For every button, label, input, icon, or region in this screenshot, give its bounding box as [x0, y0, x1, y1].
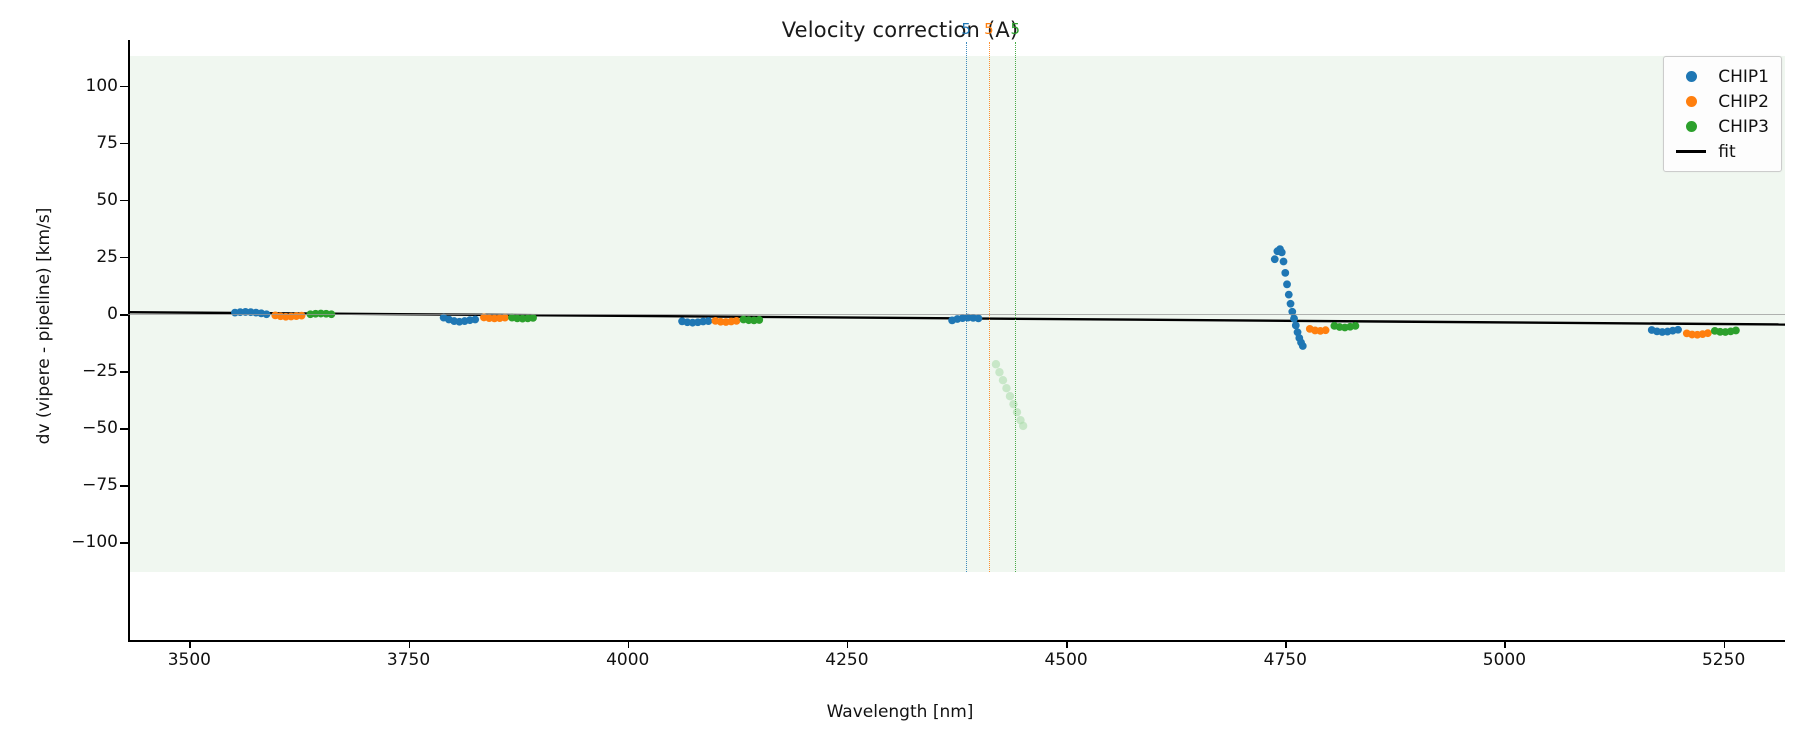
legend-dot-icon: [1674, 121, 1708, 132]
data-point: [991, 360, 1001, 369]
data-point: [529, 313, 537, 322]
series-chip3: [306, 309, 1740, 336]
axis-spine-bottom: [128, 640, 1785, 642]
x-tick-mark: [408, 640, 411, 648]
data-point: [1298, 342, 1307, 350]
data-point: [471, 315, 480, 324]
legend-label: CHIP1: [1718, 66, 1769, 87]
vertical-marker-label: 5: [961, 20, 971, 38]
data-point: [974, 314, 983, 323]
data-point: [704, 317, 713, 325]
y-tick-mark: [120, 314, 128, 316]
data-point: [1288, 307, 1297, 316]
data-point: [1286, 299, 1295, 308]
legend-dot-icon: [1674, 71, 1708, 82]
y-tick-mark: [120, 199, 128, 202]
x-tick-mark: [627, 640, 630, 648]
data-point: [1009, 399, 1018, 409]
x-tick-label: 5250: [1701, 650, 1746, 670]
y-tick-label: 50: [96, 189, 118, 210]
data-point: [755, 316, 764, 324]
data-point: [1270, 255, 1279, 264]
data-point: [1283, 280, 1291, 289]
x-tick-mark: [1504, 640, 1506, 648]
x-tick-label: 5000: [1482, 650, 1527, 670]
legend[interactable]: CHIP1 CHIP2 CHIP3 fit: [1663, 56, 1782, 172]
legend-entry-chip2[interactable]: CHIP2: [1674, 89, 1769, 114]
x-tick-mark: [1285, 640, 1287, 648]
data-point: [1703, 329, 1712, 338]
legend-dot-icon: [1674, 96, 1708, 107]
data-point: [732, 316, 741, 325]
y-tick-mark: [120, 371, 128, 373]
data-point: [998, 376, 1008, 385]
x-tick-mark: [1066, 640, 1068, 648]
series-chip2: [271, 311, 1712, 339]
y-tick-label: −25: [82, 361, 118, 382]
data-point: [297, 311, 306, 320]
vertical-marker-line: [988, 42, 990, 572]
y-tick-mark: [120, 256, 128, 259]
x-tick-mark: [1723, 640, 1726, 648]
data-point: [1351, 321, 1360, 330]
vertical-marker-line: [1015, 42, 1017, 572]
axis-spine-left: [128, 40, 130, 640]
series-chip3-outlier: [991, 360, 1028, 431]
data-point: [1674, 325, 1682, 334]
data-point: [995, 368, 1004, 377]
legend-label: CHIP3: [1718, 116, 1769, 137]
x-tick-label: 4000: [606, 650, 650, 670]
data-point: [1291, 321, 1300, 330]
y-tick-mark: [120, 85, 128, 88]
y-tick-label: 25: [96, 246, 118, 267]
data-point: [1290, 314, 1298, 323]
y-tick-label: −75: [82, 475, 118, 496]
data-point: [1281, 269, 1290, 277]
y-tick-label: 100: [85, 75, 118, 96]
y-axis-label: dv (vipere - pipeline) [km/s]: [34, 207, 54, 445]
data-point: [1732, 326, 1740, 335]
x-tick-label: 4750: [1263, 650, 1307, 670]
data-point: [1277, 248, 1286, 257]
series-chip1: [231, 245, 1682, 350]
scatter-points: [231, 245, 1740, 431]
x-tick-label: 4500: [1044, 650, 1088, 670]
data-point: [501, 313, 509, 322]
y-tick-mark: [120, 142, 128, 145]
x-tick-label: 4250: [825, 650, 869, 670]
y-tick-label: 75: [96, 132, 118, 153]
legend-entry-chip1[interactable]: CHIP1: [1674, 64, 1769, 89]
x-tick-mark: [846, 640, 849, 648]
y-tick-label: −50: [82, 418, 118, 439]
zero-reference-line: [128, 314, 1785, 315]
y-tick-mark: [120, 485, 128, 487]
x-tick-label: 3750: [386, 650, 431, 670]
data-point: [1002, 384, 1011, 393]
x-tick-mark: [189, 640, 191, 648]
vertical-marker-label: 5: [984, 20, 994, 38]
data-point: [1279, 257, 1288, 266]
y-tick-label: 0: [107, 304, 118, 324]
y-tick-label: −100: [71, 532, 118, 553]
vertical-marker-label: 5: [1010, 20, 1021, 38]
x-tick-label: 3500: [167, 650, 211, 670]
vertical-marker-line: [966, 42, 968, 572]
legend-entry-chip3[interactable]: CHIP3: [1674, 114, 1769, 139]
chart-title: Velocity correction (A): [781, 18, 1019, 42]
legend-line-icon: [1674, 150, 1708, 153]
legend-label: CHIP2: [1718, 91, 1769, 112]
data-point: [1012, 407, 1022, 417]
y-tick-mark: [120, 542, 128, 544]
y-tick-mark: [120, 428, 128, 430]
legend-label: fit: [1718, 141, 1736, 162]
data-point: [1005, 391, 1015, 401]
x-axis-label: Wavelength [nm]: [826, 702, 974, 722]
data-point: [1018, 421, 1028, 431]
legend-entry-fit[interactable]: fit: [1674, 139, 1769, 164]
data-point: [1284, 290, 1293, 299]
data-point: [1321, 326, 1330, 335]
